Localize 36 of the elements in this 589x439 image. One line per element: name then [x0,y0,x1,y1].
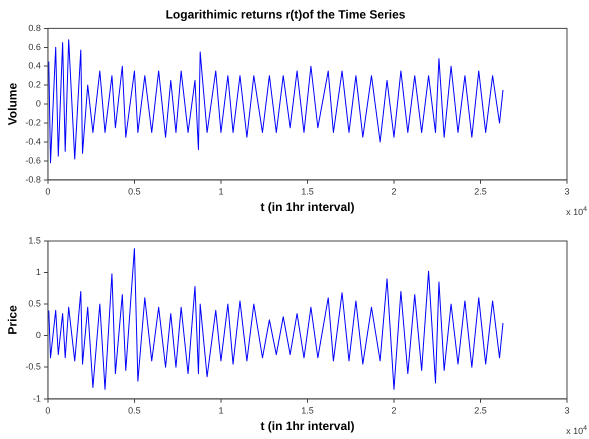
x-tick-label: 0.5 [128,406,141,416]
x-tick-label: 2 [391,186,396,197]
x-tick-label: 2.5 [474,186,487,197]
y-tick-label: 0.6 [28,42,41,52]
y-axis-title: Price [6,304,20,335]
x-tick-label: 0 [45,186,50,197]
y-tick-label: 0.4 [28,60,41,71]
x-axis-title: t (in 1hr interval) [260,419,354,434]
chart-title: Logarithimic returns r(t)of the Time Series [166,8,406,22]
x-tick-label: 2 [391,406,396,416]
x-tick-label: 3 [564,406,570,416]
y-tick-label: -0.2 [25,118,41,128]
y-tick-label: -0.8 [25,174,41,184]
y-tick-label: 0.8 [28,22,41,33]
x-tick-label: 2.5 [474,406,487,416]
y-tick-label: -1 [32,393,41,404]
y-tick-label: 0.5 [28,298,41,309]
x-tick-label: 1 [218,186,224,197]
y-tick-label: 0 [36,330,41,340]
y-tick-label: 1.5 [28,235,41,246]
y-tick-label: 0 [36,98,41,109]
x-tick-label: 3 [564,186,570,197]
y-axis-title: Volume [6,82,20,126]
text: x 10$^{4}$ [566,206,587,217]
x-tick-label: 1.5 [301,406,314,416]
y-tick-label: 1 [36,267,41,278]
x-tick-label: 0 [45,406,50,416]
y-tick-label: 0.2 [28,80,41,90]
y-tick-label: -0.4 [25,136,41,146]
x-axis-title: t (in 1hr interval) [260,200,354,214]
text: x 10$^{4}$ [566,425,587,436]
x-tick-label: 0.5 [128,186,141,197]
y-tick-label: -0.5 [25,362,41,372]
x-tick-label: 1.5 [301,186,314,197]
y-tick-label: -0.6 [25,155,41,166]
x-tick-label: 1 [218,406,224,416]
